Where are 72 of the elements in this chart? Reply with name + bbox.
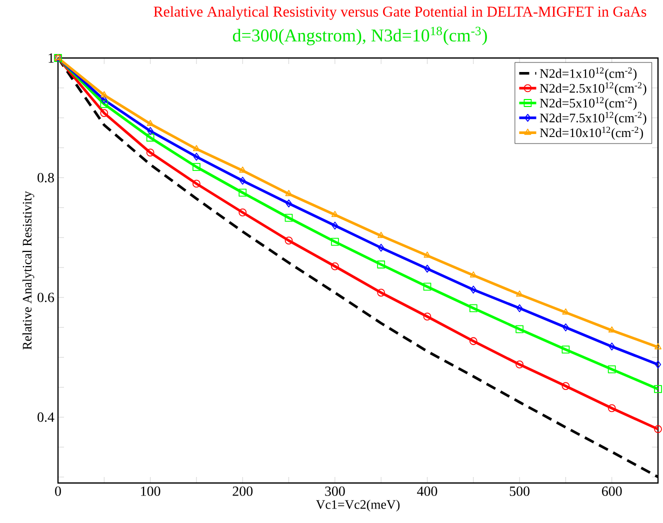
- point: [562, 308, 570, 315]
- y-axis-title: Relative Analytical Resistivity: [22, 191, 34, 350]
- point: [378, 232, 385, 238]
- point: [470, 271, 477, 278]
- point: [284, 236, 293, 245]
- x-tick-label: 200: [232, 486, 253, 496]
- x-tick-label: 500: [510, 486, 530, 496]
- point: [238, 208, 247, 216]
- legend-label: N2d=5x10$^{12}$(cm$^{-2}$): [540, 97, 637, 110]
- point: [330, 262, 339, 270]
- y-tick-label: 0.6: [38, 292, 54, 302]
- chart-subtitle: d=300(Angstrom), N3d=10$^{18}$(cm$^{-3}$): [232, 26, 487, 46]
- point: [608, 326, 616, 333]
- point: [330, 238, 339, 246]
- point: [100, 91, 108, 98]
- point: [238, 188, 247, 197]
- legend-label: N2d=7.5x10$^{12}$(cm$^{-2}$): [540, 112, 646, 125]
- chart-title: Relative Analytical Resistivity versus Gate Potential in DELTA-MIGFET in GaAs: [154, 6, 646, 20]
- legend-label: N2d=2.5x10$^{12}$(cm$^{-2}$): [540, 82, 646, 96]
- point: [284, 214, 293, 222]
- point: [562, 346, 570, 354]
- point: [562, 323, 569, 332]
- point: [192, 145, 200, 152]
- point: [331, 210, 338, 218]
- point: [146, 134, 154, 142]
- point: [516, 290, 524, 297]
- point: [654, 360, 662, 368]
- point: [516, 325, 524, 334]
- point: [470, 286, 476, 294]
- legend-label: N2d=1x10$^{12}$(cm$^{-2}$): [540, 67, 637, 81]
- legend-label: N2d=10x10$^{12}$(cm$^{-2}$): [540, 126, 644, 140]
- y-tick-label: 0.4: [38, 412, 54, 422]
- point: [654, 343, 662, 350]
- point: [377, 260, 386, 268]
- point: [654, 425, 662, 434]
- x-tick-label: 300: [325, 486, 345, 496]
- point: [469, 337, 478, 346]
- x-tick-label: 0: [55, 486, 61, 496]
- x-tick-label: 400: [417, 486, 438, 496]
- point: [101, 96, 108, 104]
- point: [608, 365, 616, 374]
- point: [285, 190, 292, 196]
- point: [424, 264, 430, 273]
- point: [146, 120, 154, 126]
- point: [192, 180, 200, 188]
- x-axis-title: Vc1=Vc2(meV): [316, 500, 400, 512]
- point: [146, 148, 154, 157]
- point: [562, 382, 570, 390]
- point: [469, 304, 478, 312]
- point: [192, 162, 200, 171]
- point: [424, 252, 431, 258]
- point: [423, 312, 432, 321]
- y-tick-label: 0.8: [38, 172, 54, 182]
- point: [608, 342, 615, 350]
- point: [193, 152, 200, 161]
- point: [239, 166, 246, 173]
- point: [516, 360, 524, 368]
- point: [378, 244, 384, 252]
- point: [654, 385, 662, 393]
- point: [240, 176, 246, 185]
- point: [100, 100, 108, 108]
- point: [608, 404, 616, 412]
- y-tick-label: 1: [48, 53, 54, 63]
- x-tick-label: 600: [602, 486, 622, 496]
- point: [286, 200, 292, 208]
- point: [516, 304, 523, 312]
- point: [377, 288, 386, 297]
- x-tick-label: 100: [141, 486, 160, 496]
- point: [100, 109, 108, 118]
- point: [423, 282, 432, 291]
- point: [332, 222, 338, 230]
- point: [147, 127, 154, 135]
